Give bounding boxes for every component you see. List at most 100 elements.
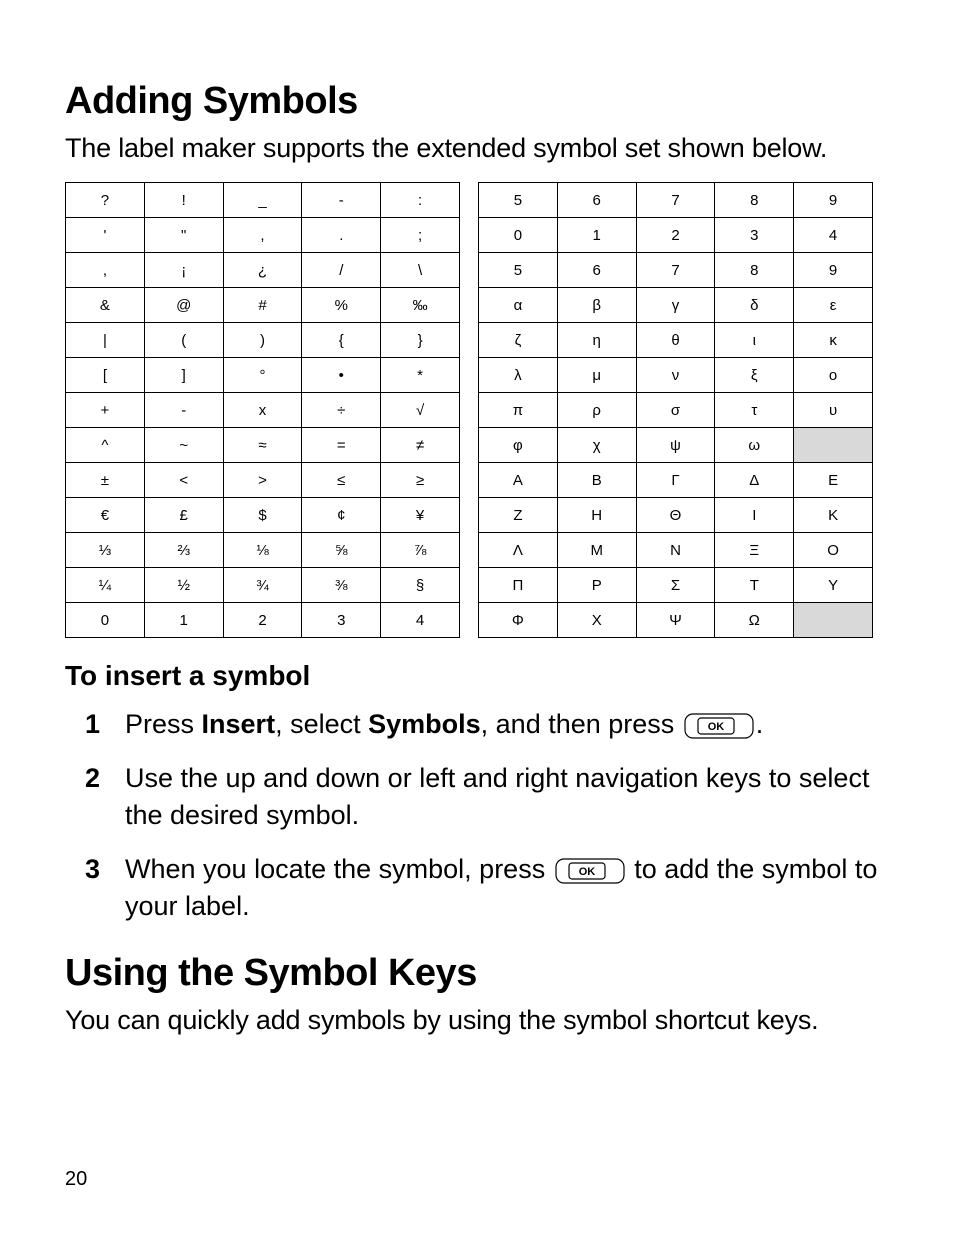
symbol-cell: {	[302, 323, 381, 358]
symbol-cell: γ	[636, 288, 715, 323]
symbol-cell: x	[223, 393, 302, 428]
symbol-cell: >	[223, 463, 302, 498]
step-text: Press Insert, select Symbols, and then p…	[125, 706, 763, 742]
symbol-table-right: 567890123456789αβγδεζηθικλμνξοπρστυφχψωΑ…	[478, 182, 873, 638]
symbol-cell: @	[144, 288, 223, 323]
symbol-cell: π	[479, 393, 558, 428]
symbol-cell: Κ	[794, 498, 873, 533]
symbol-cell: :	[381, 183, 460, 218]
symbol-cell: φ	[479, 428, 558, 463]
symbol-cell: υ	[794, 393, 873, 428]
symbol-cell: Β	[557, 463, 636, 498]
symbol-cell: ¿	[223, 253, 302, 288]
symbol-cell: .	[302, 218, 381, 253]
symbol-cell: Θ	[636, 498, 715, 533]
symbol-cell: +	[66, 393, 145, 428]
symbol-cell: 8	[715, 253, 794, 288]
symbol-cell: \	[381, 253, 460, 288]
subheading-to-insert: To insert a symbol	[65, 660, 889, 692]
step-number: 2	[85, 760, 125, 796]
symbol-cell: •	[302, 358, 381, 393]
heading-using-symbol-keys: Using the Symbol Keys	[65, 952, 889, 995]
symbol-cell: Ν	[636, 533, 715, 568]
symbol-cell: Σ	[636, 568, 715, 603]
symbol-cell: '	[66, 218, 145, 253]
symbol-cell: £	[144, 498, 223, 533]
symbol-cell: Ο	[794, 533, 873, 568]
symbol-cell: 9	[794, 183, 873, 218]
symbol-cell: δ	[715, 288, 794, 323]
symbol-cell: ^	[66, 428, 145, 463]
symbol-cell: ι	[715, 323, 794, 358]
symbol-cell: 7	[636, 253, 715, 288]
symbol-cell: €	[66, 498, 145, 533]
symbol-cell: 0	[479, 218, 558, 253]
symbol-cell: ζ	[479, 323, 558, 358]
page: Adding Symbols The label maker supports …	[0, 0, 954, 1246]
ok-key-icon: OK	[555, 858, 625, 884]
symbol-cell: !	[144, 183, 223, 218]
symbol-cell: }	[381, 323, 460, 358]
symbol-cell: Δ	[715, 463, 794, 498]
symbol-cell: 2	[223, 603, 302, 638]
symbol-cell: ;	[381, 218, 460, 253]
bold-term: Symbols	[368, 709, 481, 739]
symbol-cell: ,	[223, 218, 302, 253]
symbol-cell: ¥	[381, 498, 460, 533]
symbol-cell: Λ	[479, 533, 558, 568]
symbol-cell: λ	[479, 358, 558, 393]
symbol-cell: ¡	[144, 253, 223, 288]
step-number: 1	[85, 706, 125, 742]
symbol-cell: =	[302, 428, 381, 463]
symbol-cell: Υ	[794, 568, 873, 603]
symbol-cell: -	[302, 183, 381, 218]
svg-text:OK: OK	[578, 866, 595, 878]
symbol-cell: Α	[479, 463, 558, 498]
symbol-cell: <	[144, 463, 223, 498]
symbol-cell: ¢	[302, 498, 381, 533]
symbol-cell: 3	[715, 218, 794, 253]
symbol-cell: ≤	[302, 463, 381, 498]
symbol-cell: 4	[381, 603, 460, 638]
symbol-cell: ε	[794, 288, 873, 323]
symbol-cell	[794, 428, 873, 463]
symbol-cell: ⅞	[381, 533, 460, 568]
symbol-cell: $	[223, 498, 302, 533]
symbol-cell: ]	[144, 358, 223, 393]
symbol-cell: Ρ	[557, 568, 636, 603]
bold-term: Insert	[202, 709, 276, 739]
intro2-text: You can quickly add symbols by using the…	[65, 1005, 889, 1036]
symbol-cell: σ	[636, 393, 715, 428]
symbol-cell: μ	[557, 358, 636, 393]
symbol-table-left: ?!_-:'",.;,¡¿/\&@#%‰|(){}[]°•*+-x÷√^~≈=≠…	[65, 182, 460, 638]
symbol-cell: ⅔	[144, 533, 223, 568]
symbol-cell: Ω	[715, 603, 794, 638]
symbol-tables-container: ?!_-:'",.;,¡¿/\&@#%‰|(){}[]°•*+-x÷√^~≈=≠…	[65, 182, 889, 638]
symbol-cell: β	[557, 288, 636, 323]
symbol-cell: [	[66, 358, 145, 393]
symbol-cell: |	[66, 323, 145, 358]
symbol-cell: -	[144, 393, 223, 428]
symbol-cell: *	[381, 358, 460, 393]
symbol-cell: )	[223, 323, 302, 358]
symbol-cell: χ	[557, 428, 636, 463]
step-item: 3When you locate the symbol, press OK to…	[85, 851, 889, 924]
symbol-cell: 6	[557, 183, 636, 218]
symbol-cell: 5	[479, 253, 558, 288]
symbol-cell: 1	[557, 218, 636, 253]
symbol-cell: √	[381, 393, 460, 428]
symbol-cell: θ	[636, 323, 715, 358]
symbol-cell: ≥	[381, 463, 460, 498]
symbol-cell: %	[302, 288, 381, 323]
symbol-cell: 8	[715, 183, 794, 218]
symbol-cell: ~	[144, 428, 223, 463]
symbol-cell: ⅝	[302, 533, 381, 568]
page-number: 20	[65, 1168, 87, 1191]
symbol-cell: 5	[479, 183, 558, 218]
ok-key-icon: OK	[684, 713, 754, 739]
symbol-cell: ,	[66, 253, 145, 288]
symbol-cell: ξ	[715, 358, 794, 393]
symbol-cell: ÷	[302, 393, 381, 428]
symbol-cell: °	[223, 358, 302, 393]
symbol-cell: Π	[479, 568, 558, 603]
